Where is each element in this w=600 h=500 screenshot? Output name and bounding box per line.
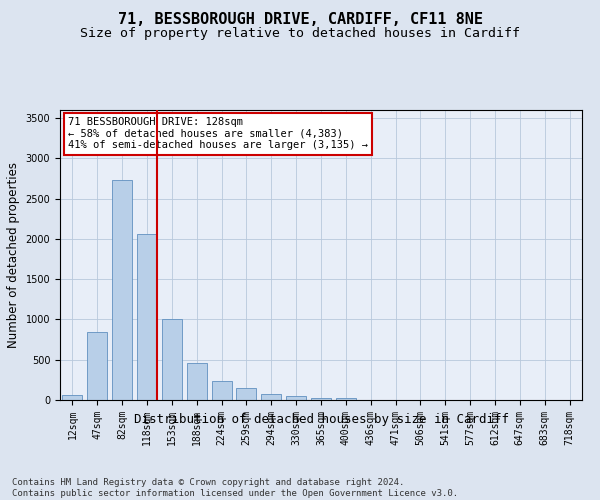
Text: Size of property relative to detached houses in Cardiff: Size of property relative to detached ho… (80, 28, 520, 40)
Text: Contains HM Land Registry data © Crown copyright and database right 2024.
Contai: Contains HM Land Registry data © Crown c… (12, 478, 458, 498)
Bar (212, 382, 232, 400)
Bar (88, 332, 107, 400)
Bar (137, 234, 157, 400)
Bar (112, 180, 132, 400)
Bar (162, 318, 182, 400)
Bar (286, 396, 306, 400)
Text: 71 BESSBOROUGH DRIVE: 128sqm
← 58% of detached houses are smaller (4,383)
41% of: 71 BESSBOROUGH DRIVE: 128sqm ← 58% of de… (68, 117, 368, 150)
Text: 71, BESSBOROUGH DRIVE, CARDIFF, CF11 8NE: 71, BESSBOROUGH DRIVE, CARDIFF, CF11 8NE (118, 12, 482, 28)
Bar (311, 398, 331, 400)
Bar (187, 363, 206, 400)
Text: Distribution of detached houses by size in Cardiff: Distribution of detached houses by size … (133, 412, 509, 426)
Bar (336, 398, 356, 400)
Bar (236, 388, 256, 400)
Y-axis label: Number of detached properties: Number of detached properties (7, 162, 20, 348)
Bar (62, 395, 82, 400)
Bar (262, 394, 281, 400)
